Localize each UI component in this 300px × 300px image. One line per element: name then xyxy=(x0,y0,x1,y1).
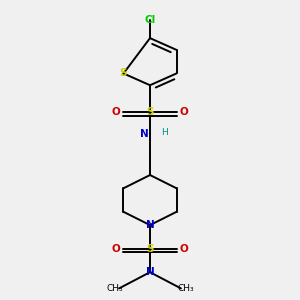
Text: Cl: Cl xyxy=(144,15,156,26)
Text: S: S xyxy=(146,107,154,117)
Text: CH₃: CH₃ xyxy=(106,284,123,293)
Text: O: O xyxy=(179,244,188,254)
Text: N: N xyxy=(146,267,154,277)
Text: S: S xyxy=(120,68,127,78)
Text: S: S xyxy=(146,244,154,254)
Text: N: N xyxy=(146,220,154,230)
Text: H: H xyxy=(161,128,168,137)
Text: O: O xyxy=(112,244,121,254)
Text: O: O xyxy=(179,107,188,117)
Text: O: O xyxy=(112,107,121,117)
Text: CH₃: CH₃ xyxy=(177,284,194,293)
Text: N: N xyxy=(140,129,148,139)
